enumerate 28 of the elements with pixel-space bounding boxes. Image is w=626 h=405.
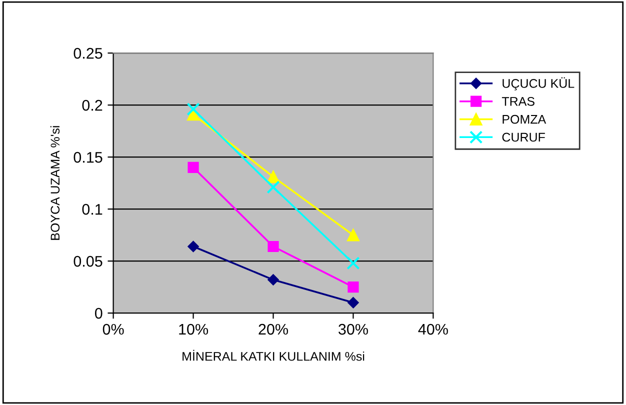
y-tick-label: 0 — [94, 308, 102, 319]
point — [346, 228, 360, 242]
y-tick-label: 0.15 — [74, 152, 102, 163]
point — [268, 274, 279, 286]
y-tick-label: 0.05 — [74, 256, 102, 267]
point — [188, 240, 199, 252]
point — [186, 102, 200, 116]
point — [348, 282, 359, 293]
point — [188, 162, 199, 174]
legend-label: CURUF — [502, 132, 545, 142]
point — [346, 256, 360, 270]
y-tick-label: 0.1 — [82, 204, 102, 215]
x-axis-title: MİNERAL KATKI KULLANIM %si — [182, 350, 364, 361]
x-tick-label: 40% — [418, 324, 448, 335]
point — [267, 170, 280, 184]
legend-label: POMZA — [502, 114, 546, 124]
legend-label: TRAS — [502, 96, 534, 106]
y-tick-label: 0.2 — [82, 100, 102, 111]
point — [268, 240, 279, 252]
x-tick-label: 0% — [102, 324, 124, 335]
legend-label: UÇUCU KÜL — [502, 77, 574, 90]
y-tick-label: 0.25 — [74, 48, 102, 59]
point — [348, 297, 359, 308]
point — [266, 180, 280, 194]
x-tick-label: 30% — [338, 324, 368, 335]
y-axis-title: BOYCA UZAMA %'si — [50, 126, 60, 240]
x-tick-label: 20% — [258, 324, 288, 335]
x-tick-label: 10% — [179, 324, 208, 335]
